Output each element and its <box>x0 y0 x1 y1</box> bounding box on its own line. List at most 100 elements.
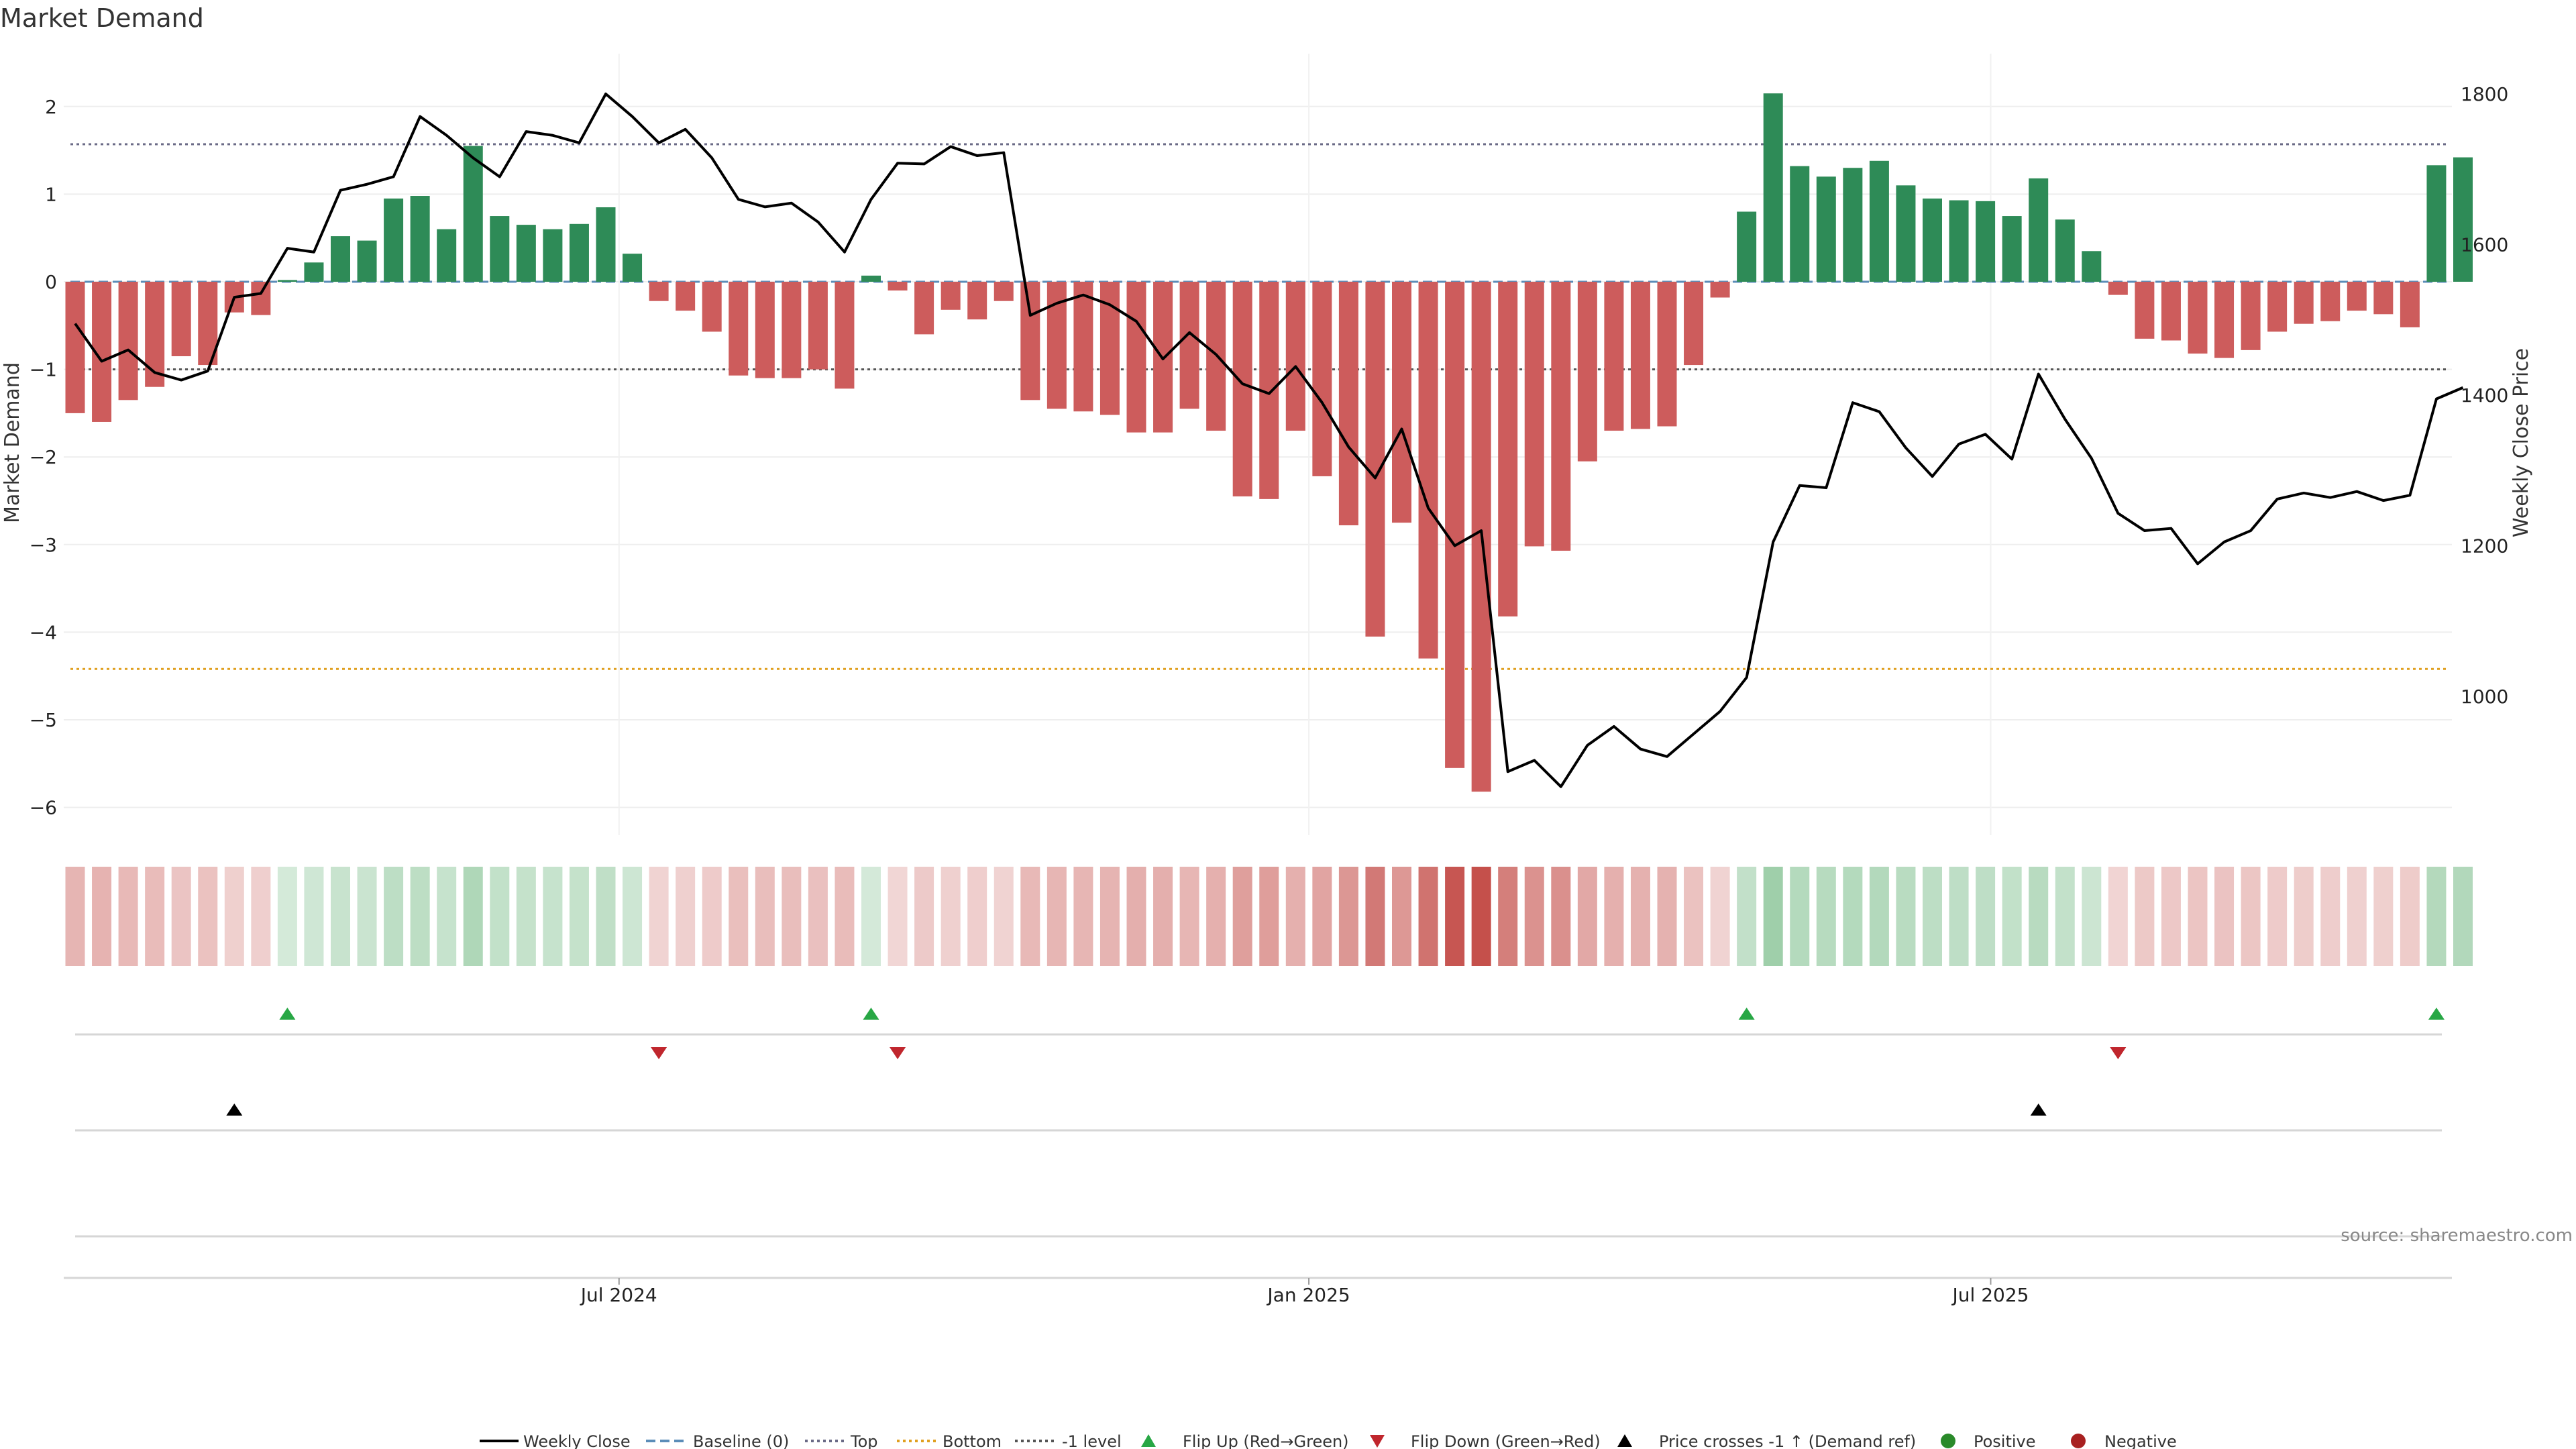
heat-cell <box>2055 867 2075 966</box>
demand-bar <box>65 282 85 413</box>
heat-cell <box>1471 867 1491 966</box>
heat-cell <box>2029 867 2049 966</box>
demand-bar <box>2108 282 2128 295</box>
heat-cell <box>994 867 1014 966</box>
flip-up-marker <box>2428 1008 2445 1020</box>
heat-cell <box>1869 867 1889 966</box>
legend-label: Price crosses -1 ↑ (Demand ref) <box>1659 1432 1916 1449</box>
demand-bar <box>384 198 404 282</box>
right-tick-label: 1000 <box>2461 686 2508 708</box>
heat-cell <box>2161 867 2181 966</box>
demand-bar <box>1763 93 1783 282</box>
demand-bar <box>1073 282 1093 412</box>
demand-bar <box>1126 282 1146 433</box>
demand-bar <box>1445 282 1465 768</box>
right-tick-label: 1400 <box>2461 384 2508 407</box>
demand-bar <box>2135 282 2155 339</box>
demand-bar <box>2188 282 2208 354</box>
heat-cell <box>463 867 483 966</box>
demand-bar <box>2400 282 2420 327</box>
heat-cell <box>2426 867 2447 966</box>
demand-bar <box>1790 166 1810 282</box>
demand-bar <box>1365 282 1385 637</box>
heat-cell <box>569 867 589 966</box>
x-tick-label: Jan 2025 <box>1266 1284 1350 1306</box>
demand-bar <box>1737 211 1757 282</box>
heat-cell <box>92 867 112 966</box>
demand-bar <box>1630 282 1650 429</box>
weekly-close-series <box>74 93 2464 788</box>
heat-cell <box>755 867 775 966</box>
right-tick-label: 1600 <box>2461 234 2508 256</box>
heat-cell <box>1206 867 1226 966</box>
heat-cell <box>623 867 643 966</box>
left-axis-label: Market Demand <box>1 362 24 523</box>
demand-bar <box>171 282 191 357</box>
heat-cell <box>649 867 669 966</box>
heat-cell <box>410 867 430 966</box>
demand-bar <box>277 280 297 282</box>
demand-bar <box>1684 282 1704 366</box>
x-tick-label: Jul 2025 <box>1951 1284 2029 1306</box>
demand-bar <box>463 146 483 282</box>
demand-bar <box>2055 219 2075 282</box>
demand-bar <box>941 282 961 310</box>
demand-bar <box>888 282 908 291</box>
heat-cell <box>702 867 722 966</box>
heat-cell <box>1392 867 1411 966</box>
demand-bar <box>2426 165 2447 282</box>
heat-cell <box>251 867 271 966</box>
heat-cell <box>888 867 908 966</box>
demand-bar <box>861 275 881 282</box>
heat-cell <box>384 867 404 966</box>
heat-cell <box>2241 867 2261 966</box>
heat-cell <box>1418 867 1438 966</box>
left-tick-label: −3 <box>30 534 57 556</box>
demand-bar <box>1418 282 1438 659</box>
heat-cell <box>1577 867 1597 966</box>
heat-cell <box>1604 867 1624 966</box>
heat-cell <box>1763 867 1783 966</box>
demand-bar <box>437 229 457 282</box>
left-tick-label: −2 <box>30 446 57 468</box>
demand-bar <box>2214 282 2235 358</box>
demand-bar <box>2267 282 2288 332</box>
heat-cell <box>1524 867 1544 966</box>
heat-cell <box>782 867 802 966</box>
heat-cell <box>914 867 934 966</box>
demand-bar <box>2453 157 2473 282</box>
heat-cell <box>1126 867 1146 966</box>
left-tick-label: −5 <box>30 709 57 731</box>
legend-swatch <box>1617 1434 1632 1447</box>
heat-cell <box>2373 867 2394 966</box>
demand-bars <box>65 93 2473 792</box>
heat-cell <box>1657 867 1677 966</box>
heat-cell <box>1153 867 1173 966</box>
heat-cell <box>1259 867 1279 966</box>
demand-bar <box>331 236 350 282</box>
heat-cell <box>2214 867 2235 966</box>
heat-cell <box>1896 867 1916 966</box>
left-tick-label: 2 <box>45 96 57 118</box>
demand-bar <box>914 282 934 335</box>
legend-label: Flip Up (Red→Green) <box>1183 1432 1349 1449</box>
demand-bar <box>1869 160 1889 282</box>
left-tick-label: −6 <box>30 797 57 819</box>
demand-bar <box>1179 282 1199 409</box>
heat-cell <box>1338 867 1358 966</box>
heat-cell <box>1949 867 1969 966</box>
heat-cell <box>1046 867 1067 966</box>
heat-cell <box>2082 867 2102 966</box>
heat-cell <box>1710 867 1730 966</box>
heat-cell <box>2002 867 2022 966</box>
demand-bar <box>1710 282 1730 298</box>
source-note: source: sharemaestro.com <box>2341 1226 2573 1246</box>
demand-heat-strip <box>65 867 2473 966</box>
heat-cell <box>2320 867 2341 966</box>
heat-cell <box>224 867 244 966</box>
heat-cell <box>967 867 987 966</box>
heat-cell <box>490 867 510 966</box>
demand-bar <box>1232 282 1252 496</box>
flip-up-marker <box>863 1008 879 1020</box>
